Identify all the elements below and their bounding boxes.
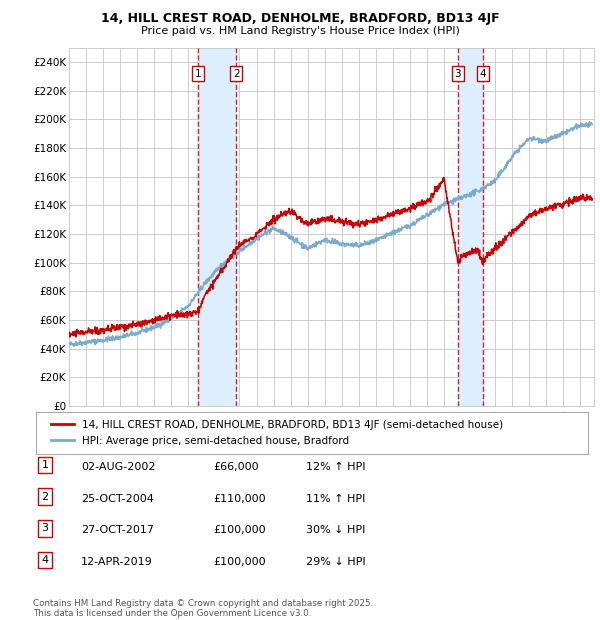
Text: 12-APR-2019: 12-APR-2019 <box>81 557 153 567</box>
Text: £66,000: £66,000 <box>213 462 259 472</box>
Text: Contains HM Land Registry data © Crown copyright and database right 2025.
This d: Contains HM Land Registry data © Crown c… <box>33 599 373 618</box>
Text: £100,000: £100,000 <box>213 557 266 567</box>
Text: 4: 4 <box>479 69 486 79</box>
Bar <box>198 48 236 406</box>
Text: 1: 1 <box>41 460 49 470</box>
Text: 2: 2 <box>41 492 49 502</box>
Text: 14, HILL CREST ROAD, DENHOLME, BRADFORD, BD13 4JF: 14, HILL CREST ROAD, DENHOLME, BRADFORD,… <box>101 12 499 25</box>
Text: 1: 1 <box>195 69 202 79</box>
Text: 11% ↑ HPI: 11% ↑ HPI <box>306 494 365 503</box>
Text: Price paid vs. HM Land Registry's House Price Index (HPI): Price paid vs. HM Land Registry's House … <box>140 26 460 36</box>
Text: 27-OCT-2017: 27-OCT-2017 <box>81 525 154 535</box>
Text: 12% ↑ HPI: 12% ↑ HPI <box>306 462 365 472</box>
Text: £100,000: £100,000 <box>213 525 266 535</box>
Text: 4: 4 <box>41 555 49 565</box>
Text: £110,000: £110,000 <box>213 494 266 503</box>
Text: 25-OCT-2004: 25-OCT-2004 <box>81 494 154 503</box>
Text: 29% ↓ HPI: 29% ↓ HPI <box>306 557 365 567</box>
Legend: 14, HILL CREST ROAD, DENHOLME, BRADFORD, BD13 4JF (semi-detached house), HPI: Av: 14, HILL CREST ROAD, DENHOLME, BRADFORD,… <box>47 416 508 450</box>
Bar <box>458 48 482 406</box>
Text: 3: 3 <box>41 523 49 533</box>
Text: 02-AUG-2002: 02-AUG-2002 <box>81 462 155 472</box>
Text: 2: 2 <box>233 69 239 79</box>
Text: 3: 3 <box>454 69 461 79</box>
Text: 30% ↓ HPI: 30% ↓ HPI <box>306 525 365 535</box>
